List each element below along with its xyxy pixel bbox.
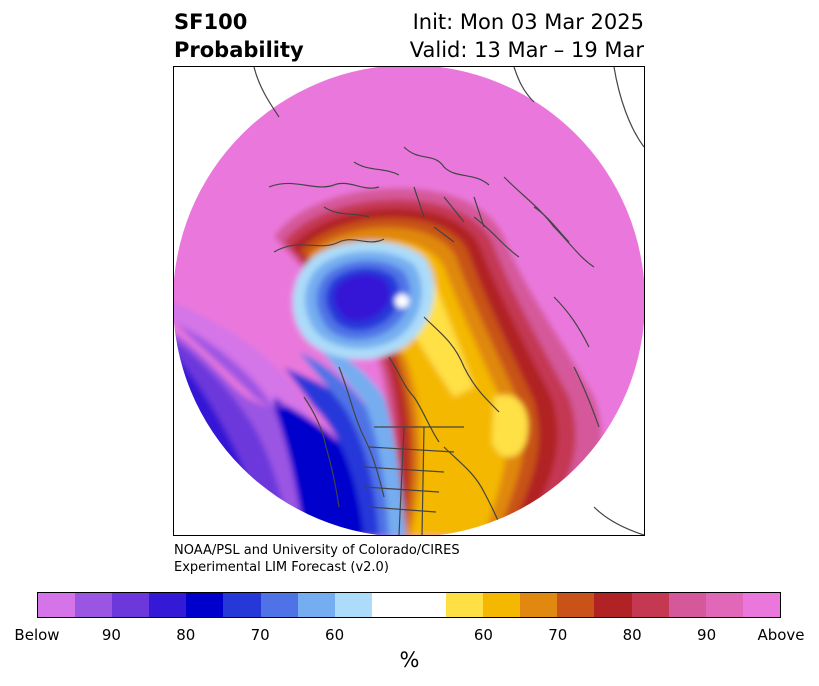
date-block: Init: Mon 03 Mar 2025 Valid: 13 Mar – 19… — [410, 8, 644, 64]
variable-subtitle: Probability — [174, 38, 304, 62]
colorbar-swatch — [38, 593, 76, 617]
colorbar-tick-label: 70 — [250, 626, 270, 644]
field-blue — [284, 367, 384, 535]
colorbar-swatch — [408, 593, 447, 617]
colorbar-swatch — [520, 593, 558, 617]
credit-line-2: Experimental LIM Forecast (v2.0) — [174, 560, 389, 575]
field-deep-blue — [274, 397, 374, 535]
colorbar-swatch — [223, 593, 261, 617]
coastline — [503, 176, 595, 268]
colorbar-tick-label: 80 — [176, 626, 196, 644]
colorbar-swatch — [334, 593, 372, 617]
colorbar-swatch — [186, 593, 224, 617]
colorbar-swatch — [260, 593, 298, 617]
colorbar-swatch — [75, 593, 113, 617]
coastline — [553, 296, 600, 428]
coastline — [413, 186, 485, 243]
colorbar-swatch — [371, 593, 409, 617]
colorbar-tick-label: 60 — [325, 626, 345, 644]
coastline — [473, 206, 570, 258]
coastline — [268, 182, 380, 189]
colorbar-swatch — [483, 593, 521, 617]
coastline — [338, 366, 385, 498]
valid-range: Valid: 13 Mar – 19 Mar — [409, 38, 644, 62]
colorbar-swatch — [594, 593, 632, 617]
init-date: Init: Mon 03 Mar 2025 — [412, 10, 644, 34]
colorbar-tick-label: 80 — [622, 626, 642, 644]
field-indigo-low — [333, 274, 390, 322]
coastline — [423, 316, 500, 413]
coastline-outside — [253, 67, 280, 118]
credit-line-1: NOAA/PSL and University of Colorado/CIRE… — [174, 543, 460, 558]
colorbar-tick-label: 90 — [697, 626, 717, 644]
coastline — [388, 356, 440, 443]
field-yellow-patch — [492, 394, 529, 457]
colorbar-tick-label: Below — [14, 626, 60, 644]
coastline — [303, 396, 340, 508]
colorbar — [37, 592, 781, 618]
coastline-outside — [613, 67, 644, 148]
probability-map — [174, 67, 644, 535]
colorbar-ticks: Below 90 80 70 60 60 70 80 90 Above — [14, 626, 804, 646]
pole-dot — [395, 294, 409, 308]
colorbar-unit: % — [399, 648, 420, 672]
colorbar-tick-label: 60 — [473, 626, 493, 644]
colorbar-swatch — [297, 593, 335, 617]
coastline — [398, 426, 425, 535]
colorbar-swatch — [668, 593, 706, 617]
colorbar-swatch — [112, 593, 150, 617]
colorbar-swatch — [446, 593, 484, 617]
colorbar-tick-label: Above — [757, 626, 805, 644]
coastline — [323, 161, 400, 218]
colorbar-swatch — [742, 593, 780, 617]
coastline — [273, 238, 385, 253]
variable-title: SF100 — [174, 10, 248, 34]
coastline — [403, 146, 490, 186]
credit-text: NOAA/PSL and University of Colorado/CIRE… — [174, 542, 460, 576]
coastline-outside — [513, 67, 535, 103]
colorbar-swatch — [149, 593, 187, 617]
field-mid-blue — [299, 352, 399, 535]
colorbar-swatch — [557, 593, 595, 617]
colorbar-tick-label: 90 — [101, 626, 121, 644]
coastline-outside — [593, 506, 644, 535]
map-frame — [173, 66, 645, 536]
coastline — [363, 426, 464, 513]
colorbar-swatch — [631, 593, 669, 617]
colorbar-swatch — [705, 593, 743, 617]
title-block: SF100 Probability — [174, 8, 304, 64]
field-sky-blue — [314, 342, 406, 535]
colorbar-tick-label: 70 — [548, 626, 568, 644]
